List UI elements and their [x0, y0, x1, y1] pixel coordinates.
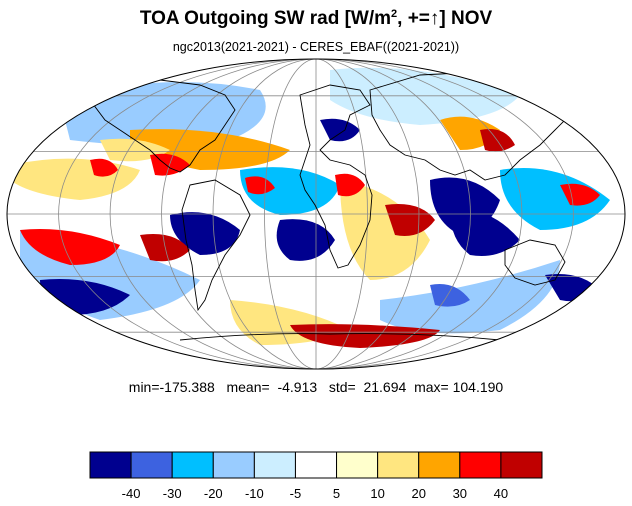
map-border — [6, 58, 626, 370]
mollweide-map — [6, 58, 626, 370]
colorbar-box — [418, 451, 461, 479]
meridian-line — [58, 58, 317, 370]
map-title: TOA Outgoing SW rad [W/m2, +=↑] NOV — [139, 8, 493, 29]
colorbar-tick-label: -5 — [289, 486, 302, 501]
colorbar-tick-label: -30 — [162, 486, 182, 501]
colorbar-tick-label: -10 — [244, 486, 264, 501]
map-subtitle: ngc2013(2021-2021) - CERES_EBAF((2021-20… — [172, 40, 460, 54]
colorbar-box — [253, 451, 296, 479]
colorbar-box — [130, 451, 173, 479]
colorbar-tick-label: -20 — [203, 486, 223, 501]
colorbar-tick-label: 40 — [493, 486, 509, 501]
meridian-line — [315, 58, 368, 370]
meridian-line — [315, 58, 420, 370]
colorbar-box — [459, 451, 502, 479]
stats-line: min=-175.388 mean= -4.913 std= 21.694 ma… — [128, 379, 504, 395]
meridian-line — [264, 58, 317, 370]
meridian-line — [315, 58, 471, 370]
antarctica-outline — [179, 333, 501, 341]
meridian-line — [315, 58, 574, 370]
north-america-outline — [89, 79, 236, 173]
colorbar-tick-label: 20 — [411, 486, 426, 501]
colorbar-tick-label: 5 — [332, 486, 341, 501]
europe-africa-outline — [299, 84, 373, 269]
colorbar-box — [212, 451, 255, 479]
meridian-line — [212, 58, 317, 370]
colorbar-tick-label: 30 — [452, 486, 468, 501]
field-patches — [10, 67, 610, 348]
colorbar-tick-label: 10 — [370, 486, 385, 501]
colorbar-tick-label: -40 — [121, 486, 141, 501]
australia-outline — [504, 239, 566, 286]
meridian-line — [109, 58, 317, 370]
colorbar — [89, 451, 543, 479]
colorbar-box — [336, 451, 379, 479]
colorbar-box — [377, 451, 420, 479]
colorbar-box — [500, 451, 543, 479]
colorbar-box — [89, 451, 132, 479]
colorbar-box — [294, 451, 338, 479]
colorbar-box — [171, 451, 214, 479]
graticule — [7, 58, 625, 370]
south-america-outline — [181, 179, 251, 312]
meridian-line — [161, 58, 317, 370]
